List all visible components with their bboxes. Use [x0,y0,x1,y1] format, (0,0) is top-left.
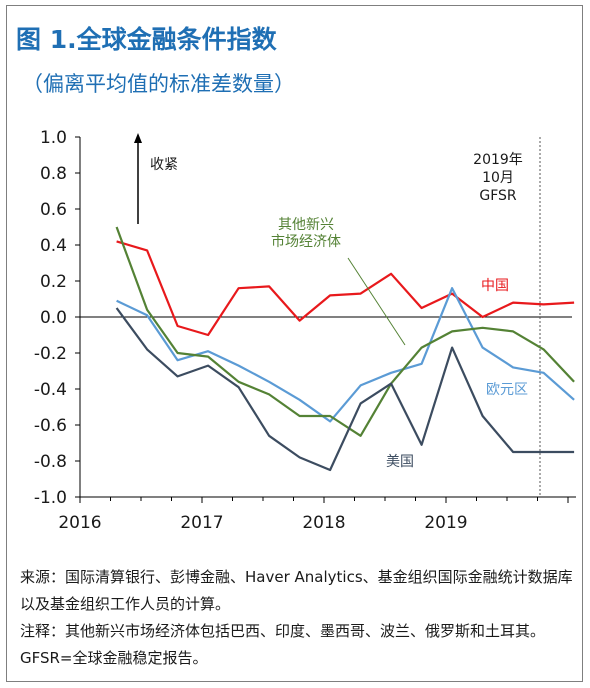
y-tick-label: -0.6 [34,416,67,436]
gfsr-label: GFSR [479,188,517,204]
series-label: 欧元区 [486,382,528,398]
x-tick-label: 2018 [302,513,345,533]
y-tick-label: 0.6 [40,200,67,220]
figure-notes: 来源：国际清算银行、彭博金融、Haver Analytics、基金组织国际金融统… [20,564,576,672]
figure-title: 图 1.全球金融条件指数 [16,25,277,54]
x-tick-label: 2019 [424,513,467,533]
figure-subtitle: （偏离平均值的标准差数量） [22,72,295,96]
y-tick-label: -1.0 [34,488,67,508]
gfsr-label: 10月 [482,170,514,186]
y-tick-label: 1.0 [40,128,67,148]
series-label: 其他新兴 [278,217,334,233]
series-label: 美国 [386,454,414,470]
y-tick-label: 0.8 [40,164,67,184]
figure-frame [6,5,583,682]
y-tick-label: 0.4 [40,236,67,256]
x-tick-label: 2016 [58,513,101,533]
series-line-china [116,240,575,337]
y-tick-label: -0.4 [34,380,67,400]
series-label: 中国 [481,278,509,294]
y-tick-label: -0.8 [34,452,67,472]
gfsr-label: 2019年 [473,152,523,168]
y-tick-label: 0.0 [40,308,67,328]
source-note: 来源：国际清算银行、彭博金融、Haver Analytics、基金组织国际金融统… [20,568,573,613]
line-chart: 1.0 0.8 0.6 0.4 0.2 0.0 -0.2 -0.4 -0.6 -0.8 -1.0 20… [34,128,576,533]
tighten-arrow-head [134,133,142,143]
chart-series [115,226,575,472]
y-tick-label: -0.2 [34,344,67,364]
y-tick-label: 0.2 [40,272,67,292]
x-tick-label: 2017 [180,513,223,533]
series-line-other-em [115,226,575,437]
chart-axes: 1.0 0.8 0.6 0.4 0.2 0.0 -0.2 -0.4 -0.6 -0.8 -1.0 20… [34,128,576,533]
series-label-leader [347,257,406,346]
footnote: 注释：其他新兴市场经济体包括巴西、印度、墨西哥、波兰、俄罗斯和土耳其。GFSR=… [20,622,546,667]
series-line-united-states [115,307,575,472]
tighten-label: 收紧 [150,157,178,173]
series-label: 市场经济体 [271,233,341,250]
